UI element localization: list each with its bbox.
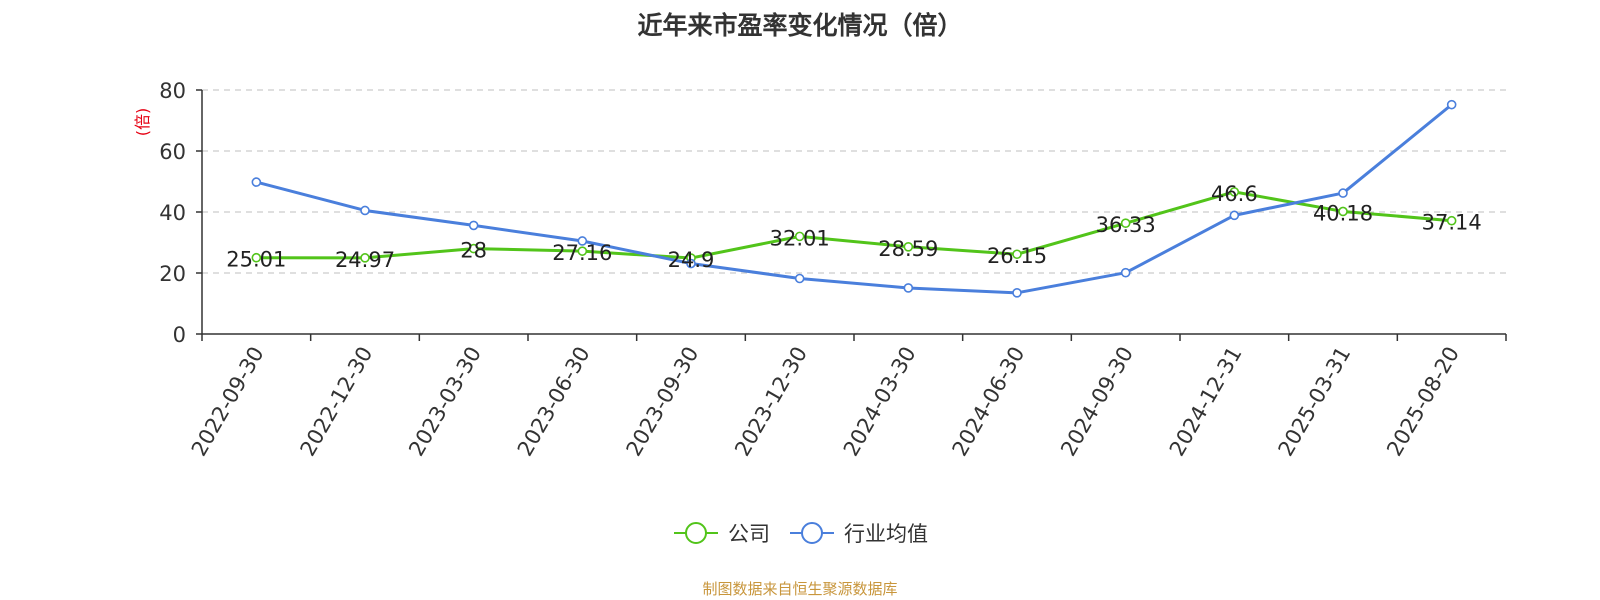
series-lines: [251, 99, 1457, 298]
data-point: [1012, 288, 1022, 298]
data-point: [251, 252, 262, 263]
x-tick-label: 2025-08-20: [1382, 343, 1464, 461]
data-point: [794, 231, 805, 242]
x-tick-label: 2023-12-30: [730, 343, 812, 461]
data-label: 25.01: [226, 248, 286, 272]
data-label: 28.59: [878, 237, 938, 261]
data-point: [1446, 215, 1457, 226]
data-label: 27.16: [552, 241, 612, 265]
data-label: 26.15: [987, 244, 1047, 268]
data-label: 28: [460, 239, 487, 263]
legend-line-circle-icon: [674, 522, 718, 544]
y-tick-label: 0: [173, 323, 186, 347]
data-point: [1338, 188, 1348, 198]
chart-title: 近年来市盈率变化情况（倍）: [637, 11, 963, 40]
legend: 公司 行业均值: [0, 518, 1600, 548]
series-line-1: [255, 103, 1453, 295]
x-tick-label: 2025-03-31: [1274, 343, 1356, 461]
x-tick-label: 2022-12-30: [296, 343, 378, 461]
data-point: [903, 283, 914, 293]
y-tick-label: 40: [159, 201, 186, 225]
y-tick-label: 20: [159, 262, 186, 286]
x-tick-label: 2023-09-30: [622, 343, 704, 461]
data-label: 32.01: [770, 226, 830, 250]
legend-label: 行业均值: [844, 522, 928, 546]
x-tick-label: 2023-03-30: [404, 342, 486, 460]
x-tick-label: 2024-09-30: [1056, 343, 1138, 461]
legend-label: 公司: [728, 522, 770, 546]
data-label: 46.6: [1211, 182, 1258, 206]
data-point: [577, 236, 588, 246]
data-label: 40.18: [1313, 201, 1373, 225]
x-tick-label: 2024-06-30: [948, 343, 1030, 461]
data-point: [1120, 267, 1131, 278]
x-tick-label: 2022-09-30: [187, 343, 269, 461]
series-line-0: [256, 190, 1452, 260]
grid-lines: [202, 89, 1506, 274]
data-label: 36.33: [1096, 213, 1156, 237]
data-point: [1229, 210, 1240, 221]
x-tick-label: 2024-12-31: [1165, 343, 1247, 461]
data-point: [1338, 206, 1348, 217]
data-point: [468, 220, 479, 231]
data-point: [577, 246, 588, 256]
legend-item[interactable]: 公司: [672, 518, 770, 548]
y-axis-label: (倍): [133, 108, 152, 137]
data-point: [1446, 99, 1457, 110]
data-labels: 25.01 24.97 28 27.16 24.9 32.01 28.59 26.15 36.3…: [226, 182, 1481, 272]
data-point: [251, 177, 262, 187]
data-point: [1229, 187, 1240, 197]
data-point: [360, 253, 370, 263]
y-tick-label: 60: [159, 140, 186, 164]
data-point: [360, 205, 370, 216]
data-point: [903, 242, 914, 252]
data-label: 24.97: [335, 248, 395, 272]
x-tick-label: 2023-06-30: [513, 343, 595, 461]
legend-line-circle-icon: [790, 522, 834, 544]
data-point: [686, 258, 696, 269]
data-label: 37.14: [1422, 211, 1482, 235]
legend-item[interactable]: 行业均值: [788, 518, 928, 548]
source-note: 制图数据来自恒生聚源数据库: [702, 580, 898, 598]
data-point: [1120, 218, 1131, 228]
data-point: [468, 243, 479, 254]
y-tick-label: 80: [159, 79, 186, 103]
data-point: [1012, 249, 1022, 260]
x-tick-label: 2024-03-30: [839, 342, 921, 460]
data-point: [794, 273, 805, 284]
data-label: 24.9: [668, 248, 715, 272]
